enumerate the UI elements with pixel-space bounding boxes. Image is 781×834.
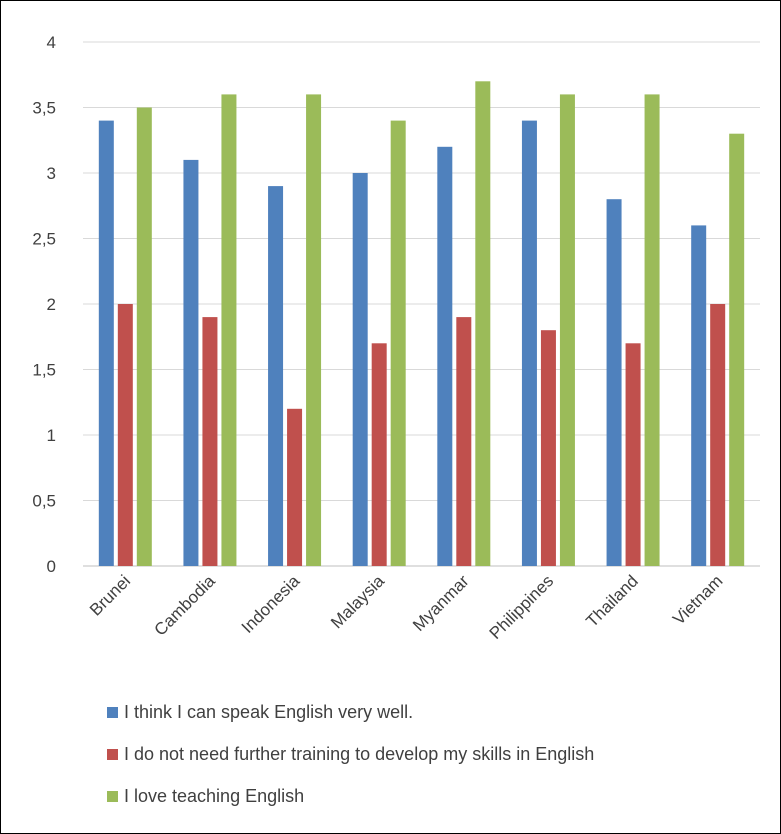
x-category-label: Philippines — [486, 571, 558, 643]
bar-malaysia-series-2 — [371, 343, 387, 566]
bar-thailand-series-1 — [606, 199, 622, 566]
y-tick-label: 0 — [47, 557, 56, 576]
bar-philippines-series-1 — [521, 120, 537, 566]
bar-philippines-series-2 — [540, 330, 556, 566]
x-category-label: Cambodia — [151, 571, 220, 640]
bar-myanmar-series-3 — [475, 81, 491, 567]
bars — [98, 81, 745, 567]
bar-indonesia-series-2 — [287, 408, 303, 566]
y-tick-label: 3 — [47, 164, 56, 183]
y-tick-label: 2,5 — [32, 230, 56, 249]
y-tick-label: 4 — [47, 33, 56, 52]
bar-brunei-series-3 — [136, 107, 152, 566]
bar-indonesia-series-1 — [268, 186, 284, 566]
x-axis-labels: Brunei Cambodia Indonesia Malaysia Myanmar Ph… — [86, 571, 727, 643]
legend-item-speak-well: I think I can speak English very well. — [107, 696, 594, 728]
bar-myanmar-series-2 — [456, 317, 472, 566]
bar-thailand-series-3 — [644, 94, 660, 567]
y-tick-label: 1 — [47, 426, 56, 445]
bar-vietnam-series-1 — [691, 225, 707, 566]
x-category-label: Myanmar — [409, 571, 473, 635]
x-category-label: Malaysia — [327, 571, 388, 632]
x-category-label: Indonesia — [238, 571, 304, 637]
bar-thailand-series-2 — [625, 343, 641, 566]
legend-swatch — [107, 790, 118, 802]
legend: I think I can speak English very well. I… — [107, 696, 594, 822]
y-tick-label: 1,5 — [32, 361, 56, 380]
legend-item-no-training: I do not need further training to develo… — [107, 738, 594, 770]
bar-philippines-series-3 — [559, 94, 575, 567]
y-tick-label: 2 — [47, 295, 56, 314]
bar-brunei-series-1 — [98, 120, 114, 566]
legend-item-love-teaching: I love teaching English — [107, 780, 594, 812]
legend-label: I love teaching English — [124, 785, 305, 806]
bar-cambodia-series-1 — [183, 159, 199, 566]
bar-cambodia-series-2 — [202, 317, 218, 566]
legend-swatch — [107, 706, 118, 718]
x-category-label: Vietnam — [669, 571, 726, 628]
legend-label: I do not need further training to develo… — [124, 743, 595, 764]
bar-malaysia-series-3 — [390, 120, 406, 566]
legend-label: I think I can speak English very well. — [124, 701, 414, 722]
legend-swatch — [107, 748, 118, 760]
y-axis-labels: 0 0,5 1 1,5 2 2,5 3 3,5 4 — [32, 33, 56, 576]
bar-vietnam-series-3 — [729, 133, 745, 566]
x-category-label: Thailand — [582, 571, 642, 631]
bar-malaysia-series-1 — [352, 173, 368, 566]
x-category-label: Brunei — [86, 571, 134, 619]
y-tick-label: 3,5 — [32, 99, 56, 118]
bar-brunei-series-2 — [117, 304, 133, 566]
y-tick-label: 0,5 — [32, 492, 56, 511]
bar-indonesia-series-3 — [306, 94, 322, 567]
bar-cambodia-series-3 — [221, 94, 237, 567]
bar-vietnam-series-2 — [710, 304, 726, 566]
bar-myanmar-series-1 — [437, 146, 453, 567]
